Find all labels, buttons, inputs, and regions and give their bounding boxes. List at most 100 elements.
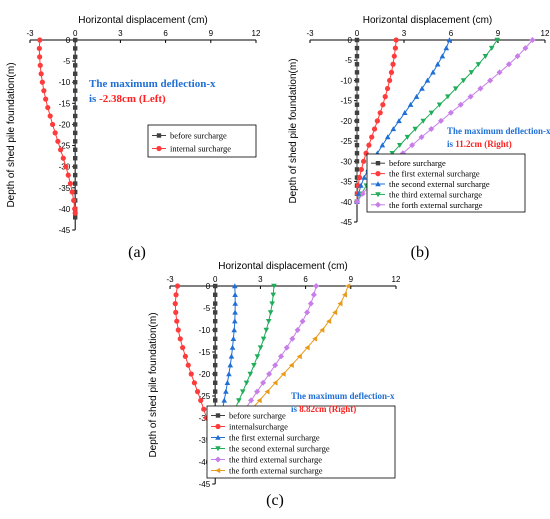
y-tick-label: -10 xyxy=(199,326,211,335)
data-point xyxy=(231,318,238,324)
y-tick-label: 0 xyxy=(206,282,211,291)
x-tick-label: 0 xyxy=(73,29,78,38)
data-point xyxy=(213,380,218,385)
data-point xyxy=(173,292,179,298)
data-point xyxy=(390,126,397,132)
panel-label: (b) xyxy=(411,244,430,261)
data-point xyxy=(460,78,467,84)
data-point xyxy=(369,134,375,140)
data-point xyxy=(256,397,262,404)
chart-panel-a: -30369120-5-10-15-20-25-30-35-40-45Horiz… xyxy=(6,15,261,261)
data-point xyxy=(260,336,267,342)
chart-panel-c: -30369120-5-10-15-20-25-30-35-40-45Horiz… xyxy=(148,261,401,509)
data-point xyxy=(337,300,343,307)
data-point xyxy=(213,319,218,324)
data-point xyxy=(393,37,399,43)
data-point xyxy=(487,77,494,84)
data-point xyxy=(37,37,43,43)
data-point xyxy=(522,45,529,52)
data-point xyxy=(354,78,360,83)
data-point xyxy=(354,86,360,91)
x-tick-label: 9 xyxy=(496,29,501,38)
data-point xyxy=(45,104,51,111)
x-tick-label: 12 xyxy=(252,29,261,38)
y-tick-label: -35 xyxy=(340,178,352,187)
y-tick-label: -5 xyxy=(63,57,71,66)
data-point xyxy=(374,118,380,124)
data-point xyxy=(424,77,431,83)
annotation-line2: is 11.2cm (Right) xyxy=(447,139,512,149)
data-point xyxy=(41,88,47,94)
data-point xyxy=(366,142,372,148)
legend-marker xyxy=(156,133,162,138)
data-point xyxy=(514,53,521,60)
legend-marker xyxy=(215,423,221,430)
data-point xyxy=(434,61,441,67)
y-tick-label: -5 xyxy=(203,304,211,313)
y-tick-label: -20 xyxy=(59,120,71,129)
annotation-prefix: is xyxy=(89,93,99,105)
data-point xyxy=(55,138,61,144)
data-point xyxy=(418,134,425,141)
data-point xyxy=(307,300,314,307)
data-point xyxy=(270,292,277,298)
data-point xyxy=(428,125,435,132)
legend-box xyxy=(147,124,257,158)
data-point xyxy=(445,94,451,100)
legend-marker xyxy=(156,145,162,152)
data-point xyxy=(345,283,351,289)
data-point xyxy=(356,174,363,181)
data-point xyxy=(396,118,402,124)
legend-marker xyxy=(215,456,221,463)
data-point xyxy=(269,301,275,307)
data-point xyxy=(494,37,501,43)
data-point xyxy=(63,164,69,170)
data-point xyxy=(436,102,443,108)
data-point xyxy=(73,88,78,93)
data-point xyxy=(173,309,179,315)
data-point xyxy=(457,101,464,108)
x-axis-title: Horizontal displacement (cm) xyxy=(218,261,348,272)
x-tick-label: 9 xyxy=(209,29,214,38)
data-point xyxy=(266,371,273,377)
data-point xyxy=(72,210,78,216)
y-tick-label: -15 xyxy=(340,97,352,106)
x-tick-label: 6 xyxy=(303,275,308,284)
data-point xyxy=(264,388,270,395)
data-point xyxy=(73,156,78,161)
y-tick-label: 0 xyxy=(348,36,353,45)
data-point xyxy=(73,215,78,220)
data-point xyxy=(326,318,332,324)
data-point xyxy=(223,388,229,394)
data-point xyxy=(69,189,75,195)
data-point xyxy=(228,353,235,359)
data-point xyxy=(288,362,294,368)
data-point xyxy=(341,292,347,298)
series-1 xyxy=(354,37,360,204)
data-point xyxy=(73,46,78,51)
legend-label: before surcharge xyxy=(229,411,286,421)
annotation-line1: The maximum deflection-x xyxy=(291,391,395,401)
data-point xyxy=(482,53,489,59)
annotation-direction: (Right) xyxy=(482,139,512,149)
data-point xyxy=(354,151,360,156)
data-point xyxy=(236,398,242,404)
legend-label: the second external surcharge xyxy=(389,179,490,189)
data-point xyxy=(37,62,43,68)
x-tick-label: -3 xyxy=(306,29,314,38)
data-point xyxy=(71,197,77,204)
data-point xyxy=(232,292,238,297)
x-tick-label: 6 xyxy=(163,29,168,38)
y-tick-label: -45 xyxy=(340,218,352,227)
series-2 xyxy=(36,37,78,216)
y-axis-title: Depth of shed pile foundation(m) xyxy=(6,62,17,207)
data-point xyxy=(505,61,512,68)
y-tick-label: -10 xyxy=(59,78,71,87)
legend-label: the first external surcharge xyxy=(389,169,480,179)
data-point xyxy=(224,380,231,385)
data-point xyxy=(354,62,360,67)
y-tick-label: -45 xyxy=(59,226,71,235)
data-point xyxy=(467,93,474,100)
